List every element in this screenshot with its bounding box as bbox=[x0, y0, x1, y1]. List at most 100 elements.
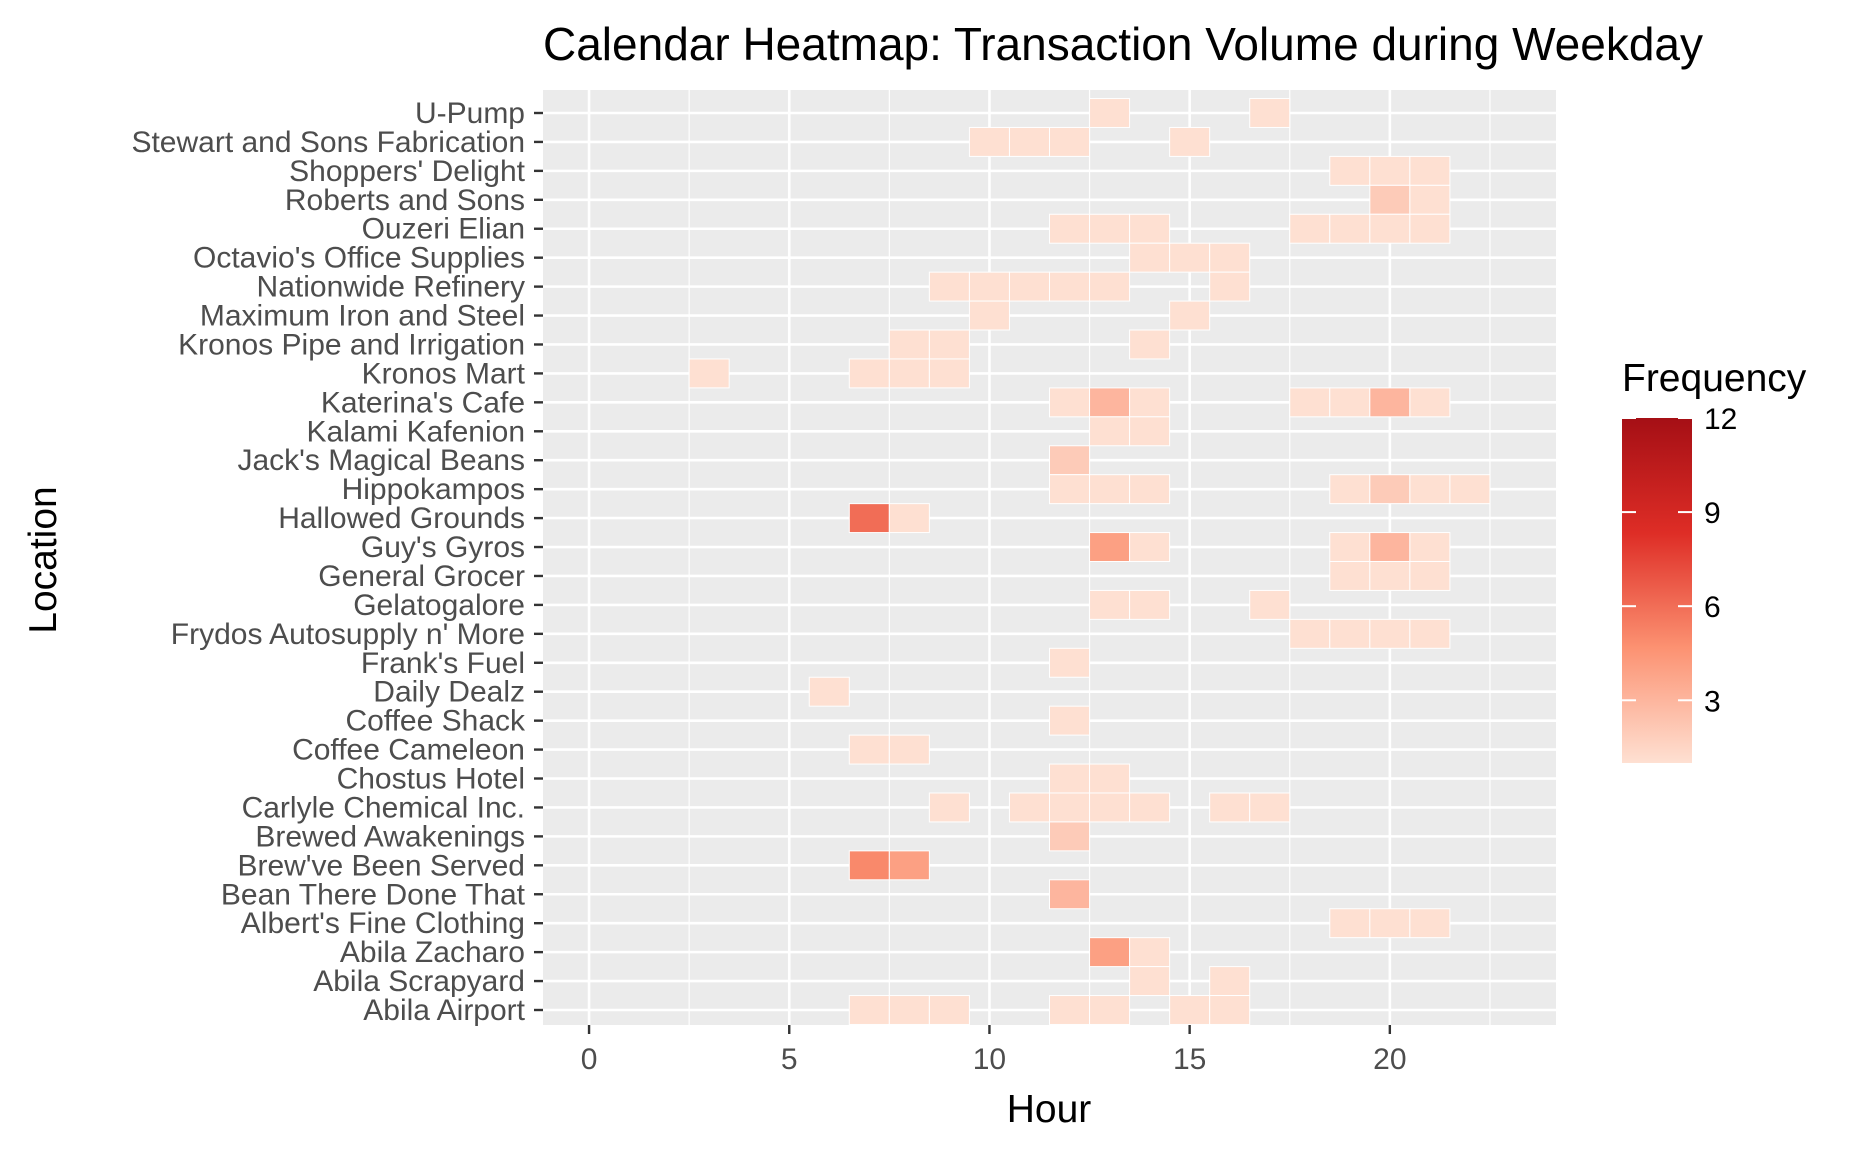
heatmap-cell bbox=[1049, 271, 1091, 302]
heatmap-cell bbox=[1289, 387, 1331, 418]
heatmap-cell bbox=[1049, 387, 1091, 418]
heatmap-cell bbox=[848, 995, 890, 1025]
heatmap-cell bbox=[1049, 126, 1091, 157]
heatmap-cell bbox=[1089, 387, 1131, 418]
heatmap-cell bbox=[1329, 474, 1371, 505]
heatmap-cell bbox=[1409, 387, 1451, 418]
y-tick-label: Roberts and Sons bbox=[285, 184, 525, 217]
heatmap-cell bbox=[888, 503, 930, 534]
heatmap-cell bbox=[1169, 126, 1211, 157]
heatmap-cell bbox=[1209, 966, 1251, 997]
heatmap-cell bbox=[1089, 792, 1131, 823]
heatmap-cell bbox=[1129, 474, 1171, 505]
x-tick-label: 15 bbox=[1173, 1043, 1206, 1076]
y-tick-label: Abila Zacharo bbox=[340, 936, 525, 969]
heatmap-cell bbox=[1129, 589, 1171, 620]
y-tick-label: Shoppers' Delight bbox=[289, 155, 526, 188]
heatmap-cell bbox=[1329, 532, 1371, 562]
y-tick-label: Frydos Autosupply n' More bbox=[171, 618, 525, 651]
heatmap-cell bbox=[848, 850, 890, 881]
y-tick-label: Carlyle Chemical Inc. bbox=[242, 791, 525, 824]
heatmap-cell bbox=[1209, 792, 1251, 823]
y-tick-label: General Grocer bbox=[318, 560, 525, 593]
heatmap-cell bbox=[968, 271, 1010, 302]
y-tick-label: Stewart and Sons Fabrication bbox=[131, 126, 525, 159]
heatmap-cell bbox=[1409, 213, 1451, 244]
y-tick-label: Guy's Gyros bbox=[361, 531, 525, 564]
legend-ticks: 3 6 9 12 bbox=[1622, 403, 1737, 718]
heatmap-cell bbox=[1209, 242, 1251, 273]
y-tick-label: U-Pump bbox=[415, 97, 525, 130]
heatmap-cell bbox=[1329, 213, 1371, 244]
y-tick-label: Gelatogalore bbox=[353, 589, 525, 622]
heatmap-cell bbox=[688, 358, 730, 389]
heatmap-cell bbox=[888, 358, 930, 389]
y-tick-label: Brewed Awakenings bbox=[255, 820, 525, 853]
y-tick-label: Hallowed Grounds bbox=[278, 502, 525, 535]
y-tick-label: Octavio's Office Supplies bbox=[193, 242, 525, 275]
heatmap-cell bbox=[1329, 387, 1371, 418]
heatmap-cell bbox=[1129, 387, 1171, 418]
heatmap-cell bbox=[1249, 98, 1291, 128]
heatmap-cell bbox=[1169, 300, 1211, 331]
heatmap-cell bbox=[1329, 618, 1371, 649]
heatmap-cell bbox=[1129, 329, 1171, 360]
heatmap-cell bbox=[1289, 213, 1331, 244]
heatmap-cell bbox=[888, 850, 930, 881]
heatmap-cell bbox=[1089, 532, 1131, 562]
heatmap-cell bbox=[1089, 474, 1131, 505]
heatmap-cell bbox=[928, 995, 970, 1025]
heatmap-cell bbox=[968, 126, 1010, 157]
heatmap-cell bbox=[1249, 589, 1291, 620]
legend-tick-label: 12 bbox=[1704, 403, 1737, 436]
heatmap-cell bbox=[1049, 474, 1091, 505]
x-axis: 0 5 10 15 20 bbox=[581, 1025, 1407, 1076]
heatmap-cell bbox=[1209, 271, 1251, 302]
heatmap-cell bbox=[1329, 155, 1371, 186]
heatmap-cell bbox=[1129, 532, 1171, 562]
y-axis-title: Location bbox=[22, 486, 65, 633]
y-tick-label: Kronos Mart bbox=[362, 357, 526, 390]
legend: Frequency 3 6 9 12 bbox=[1622, 357, 1807, 763]
x-tick-label: 5 bbox=[781, 1043, 798, 1076]
heatmap-cell bbox=[1129, 242, 1171, 273]
heatmap-cell bbox=[928, 358, 970, 389]
heatmap-cell bbox=[1369, 908, 1411, 939]
legend-colorbar bbox=[1622, 418, 1692, 763]
heatmap-cell bbox=[1129, 416, 1171, 447]
heatmap-cell bbox=[1329, 908, 1371, 939]
heatmap-cell bbox=[1169, 995, 1211, 1025]
heatmap-cell bbox=[848, 503, 890, 534]
heatmap-cell bbox=[1369, 155, 1411, 186]
heatmap-cell bbox=[1129, 792, 1171, 823]
heatmap-cell bbox=[1289, 618, 1331, 649]
heatmap-cell bbox=[1089, 589, 1131, 620]
heatmap-cell bbox=[1049, 705, 1091, 736]
y-tick-label: Albert's Fine Clothing bbox=[241, 907, 525, 940]
heatmap-cell bbox=[1049, 792, 1091, 823]
heatmap-cell bbox=[1369, 184, 1411, 215]
chart-title: Calendar Heatmap: Transaction Volume dur… bbox=[543, 18, 1703, 70]
y-tick-label: Daily Dealz bbox=[373, 676, 525, 709]
y-tick-label: Chostus Hotel bbox=[337, 763, 525, 796]
heatmap-cell bbox=[1129, 937, 1171, 968]
heatmap-cell bbox=[1129, 213, 1171, 244]
heatmap-cell bbox=[1369, 387, 1411, 418]
heatmap-cell bbox=[1409, 618, 1451, 649]
y-tick-label: Nationwide Refinery bbox=[257, 271, 525, 304]
y-tick-label: Coffee Shack bbox=[345, 705, 526, 738]
heatmap-cell bbox=[1089, 995, 1131, 1025]
heatmap-cell bbox=[928, 792, 970, 823]
heatmap-cell bbox=[1008, 126, 1050, 157]
x-tick-label: 20 bbox=[1373, 1043, 1406, 1076]
legend-tick-label: 9 bbox=[1704, 497, 1721, 530]
x-tick-label: 0 bbox=[581, 1043, 598, 1076]
y-tick-label: Abila Airport bbox=[363, 994, 525, 1027]
y-tick-label: Coffee Cameleon bbox=[292, 734, 525, 767]
x-axis-title: Hour bbox=[1007, 1088, 1092, 1131]
y-tick-label: Hippokampos bbox=[342, 473, 525, 506]
heatmap-cell bbox=[1409, 532, 1451, 562]
heatmap-cell bbox=[848, 734, 890, 765]
heatmap-cell bbox=[888, 995, 930, 1025]
